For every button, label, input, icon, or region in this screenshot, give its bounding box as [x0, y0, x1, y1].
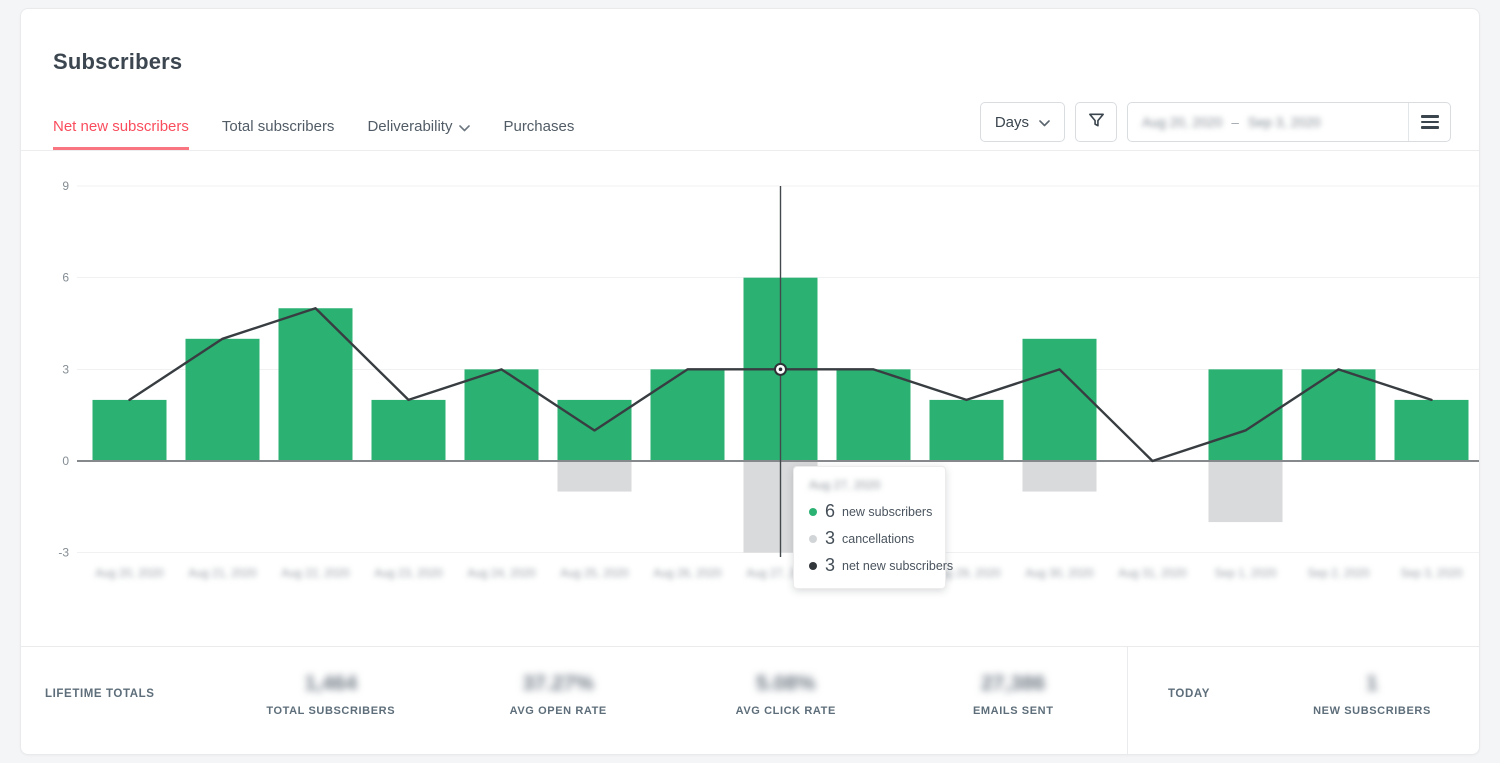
x-tick-label-13: Sep 2, 2020: [1307, 568, 1369, 580]
filter-button[interactable]: [1075, 102, 1117, 142]
new-subscribers-bar-8[interactable]: [836, 369, 911, 461]
x-tick-label-9: Aug 29, 2020: [932, 568, 1000, 580]
stat-label: NEW SUBSCRIBERS: [1313, 705, 1431, 717]
chevron-down-icon: [1039, 114, 1050, 131]
new-subscribers-bar-9[interactable]: [929, 399, 1004, 461]
tooltip-series-label: cancellations: [842, 531, 915, 546]
interval-dropdown-label: Days: [994, 113, 1029, 131]
new-subscribers-bar-13[interactable]: [1301, 369, 1376, 461]
x-tick-label-10: Aug 30, 2020: [1025, 568, 1093, 580]
today-stats: 1 NEW SUBSCRIBERS: [1307, 670, 1479, 717]
stat-value: 37.27%: [522, 672, 594, 695]
lifetime-totals-label: LIFETIME TOTALS: [45, 687, 155, 700]
hamburger-icon: [1420, 115, 1439, 129]
date-range-start: Aug 20, 2020: [1142, 114, 1223, 130]
new-subscribers-bar-1[interactable]: [185, 338, 260, 461]
tooltip-date: Aug 27, 2020: [809, 478, 881, 492]
lifetime-stats: 1,464 TOTAL SUBSCRIBERS 37.27% AVG OPEN RAT…: [217, 670, 1127, 717]
tabs-bar: Net new subscribers Total subscribers Deli…: [21, 102, 1479, 151]
stat-value: 5.08%: [755, 672, 816, 695]
today-label: TODAY: [1168, 687, 1210, 700]
stat-total-subscribers: 1,464 TOTAL SUBSCRIBERS: [217, 670, 445, 717]
x-tick-label-1: Aug 21, 2020: [188, 568, 256, 580]
stat-label: TOTAL SUBSCRIBERS: [266, 705, 396, 717]
funnel-icon: [1087, 111, 1106, 134]
cancellations-bar-10[interactable]: [1022, 461, 1097, 492]
new-subscribers-bar-3[interactable]: [371, 399, 446, 461]
x-tick-label-5: Aug 25, 2020: [560, 568, 628, 580]
date-range-text: Aug 20, 2020 – Sep 3, 2020: [1128, 115, 1408, 130]
y-tick--3: -3: [58, 546, 69, 560]
today-section: TODAY 1 NEW SUBSCRIBERS: [1128, 647, 1479, 754]
x-tick-label-11: Aug 31, 2020: [1118, 568, 1186, 580]
date-range-dash: –: [1231, 114, 1239, 130]
new-subscribers-bar-2[interactable]: [278, 308, 353, 461]
stat-label: AVG CLICK RATE: [735, 705, 836, 717]
stat-label: AVG OPEN RATE: [509, 705, 607, 717]
new-subscribers-bar-12[interactable]: [1208, 369, 1283, 461]
tooltip-value: 3: [825, 555, 836, 575]
tab-label: Purchases: [503, 117, 575, 135]
x-tick-label-0: Aug 20, 2020: [95, 568, 163, 580]
y-tick-3: 3: [62, 362, 69, 376]
tooltip-row-net-new-subscribers: 3 net new subscribers: [809, 555, 953, 576]
tab-net-new-subscribers[interactable]: Net new subscribers: [53, 102, 189, 150]
page-title: Subscribers: [53, 49, 183, 74]
stat-new-subscribers-today: 1 NEW SUBSCRIBERS: [1307, 670, 1437, 717]
tab-deliverability[interactable]: Deliverability: [367, 102, 471, 150]
chart-tooltip: Aug 27, 2020 6 new subscribers 3 cancellati…: [793, 466, 953, 589]
x-tick-label-4: Aug 24, 2020: [467, 568, 535, 580]
crosshair-marker-dot: [778, 367, 783, 372]
stat-emails-sent: 27,386 EMAILS SENT: [900, 670, 1128, 717]
tooltip-series-label: new subscribers: [842, 504, 933, 519]
tab-label: Net new subscribers: [53, 117, 189, 135]
x-tick-label-3: Aug 23, 2020: [374, 568, 442, 580]
date-range-end: Sep 3, 2020: [1247, 114, 1321, 130]
new-subscribers-bar-10[interactable]: [1022, 338, 1097, 461]
new-subscribers-bar-4[interactable]: [464, 369, 539, 461]
y-tick-9: 9: [62, 179, 69, 193]
date-range-input[interactable]: Aug 20, 2020 – Sep 3, 2020: [1127, 102, 1451, 142]
tooltip-row-cancellations: 3 cancellations: [809, 528, 931, 549]
x-tick-label-12: Sep 1, 2020: [1214, 568, 1276, 580]
lifetime-totals-section: LIFETIME TOTALS 1,464 TOTAL SUBSCRIBERS 37…: [21, 647, 1128, 754]
series-dot-icon: [809, 534, 817, 543]
stats-bar: LIFETIME TOTALS 1,464 TOTAL SUBSCRIBERS 37…: [21, 646, 1479, 754]
chart-controls: Days Aug 20, 2020 – Sep 3, 2020: [979, 102, 1451, 142]
x-tick-label-6: Aug 26, 2020: [653, 568, 721, 580]
date-range-menu-button[interactable]: [1408, 103, 1450, 141]
tooltip-value: 6: [825, 501, 836, 521]
tooltip-row-new-subscribers: 6 new subscribers: [809, 501, 933, 522]
series-dot-icon: [809, 507, 817, 516]
chevron-down-icon: [459, 119, 471, 136]
y-tick-6: 6: [62, 271, 69, 285]
subscribers-card: Subscribers Net new subscribers Total sub…: [20, 8, 1480, 755]
stat-value: 1: [1366, 672, 1378, 695]
stat-label: EMAILS SENT: [972, 705, 1054, 717]
tab-label: Total subscribers: [221, 117, 335, 135]
new-subscribers-bar-0[interactable]: [92, 399, 167, 461]
tooltip-series-label: net new subscribers: [842, 558, 954, 573]
tooltip-value: 3: [825, 528, 836, 548]
tab-purchases[interactable]: Purchases: [503, 102, 574, 150]
net-new-subscribers-chart: 9 6 3 0 -3 Aug 20, 2020 Aug 21, 2020 Aug 22, 20…: [58, 179, 1479, 580]
stat-avg-open-rate: 37.27% AVG OPEN RATE: [445, 670, 673, 717]
stat-value: 1,464: [304, 672, 358, 695]
series-dot-icon: [809, 561, 817, 570]
tab-label: Deliverability: [367, 117, 453, 135]
cancellations-bar-12[interactable]: [1208, 461, 1283, 523]
tooltip-rows: 6 new subscribers 3 cancellations 3 net new s…: [809, 501, 953, 576]
interval-dropdown-button[interactable]: Days: [979, 102, 1065, 142]
stat-avg-click-rate: 5.08% AVG CLICK RATE: [672, 670, 900, 717]
cancellations-bar-5[interactable]: [557, 461, 632, 492]
y-tick-0: 0: [62, 454, 69, 468]
tab-total-subscribers[interactable]: Total subscribers: [222, 102, 335, 150]
new-subscribers-bar-6[interactable]: [650, 369, 725, 461]
x-tick-label-14: Sep 3, 2020: [1400, 568, 1462, 580]
chart-area: 9 6 3 0 -3 Aug 20, 2020 Aug 21, 2020 Aug 22, 20…: [21, 164, 1479, 634]
stat-value: 27,386: [981, 672, 1046, 695]
new-subscribers-bar-14[interactable]: [1394, 399, 1469, 461]
x-tick-label-2: Aug 22, 2020: [281, 568, 349, 580]
